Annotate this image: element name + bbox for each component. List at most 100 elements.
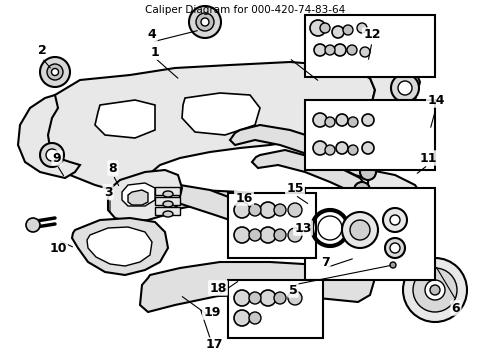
Circle shape [260,202,276,218]
Circle shape [391,74,419,102]
Circle shape [234,202,250,218]
Text: 4: 4 [147,28,156,41]
Circle shape [40,57,70,87]
Circle shape [378,206,402,230]
Text: 13: 13 [294,221,312,234]
Circle shape [398,81,412,95]
Circle shape [47,64,63,80]
Circle shape [234,290,250,306]
Circle shape [390,215,400,225]
Circle shape [325,45,335,55]
Ellipse shape [163,201,173,207]
Circle shape [274,204,286,216]
Circle shape [310,20,326,36]
Circle shape [342,212,378,248]
Polygon shape [95,100,155,138]
Circle shape [196,13,214,31]
Circle shape [430,285,440,295]
Circle shape [249,229,261,241]
Circle shape [332,26,344,38]
Bar [155,187,180,195]
Circle shape [390,262,396,268]
Circle shape [347,45,357,55]
Circle shape [249,312,261,324]
Polygon shape [140,262,375,312]
Circle shape [40,143,64,167]
Circle shape [288,203,302,217]
Circle shape [336,114,348,126]
Polygon shape [355,170,425,260]
Text: 7: 7 [320,256,329,269]
Circle shape [357,23,367,33]
Text: 19: 19 [203,306,220,319]
Circle shape [368,196,412,240]
Circle shape [46,149,58,161]
Text: Caliper Diagram for 000-420-74-83-64: Caliper Diagram for 000-420-74-83-64 [145,5,345,15]
Polygon shape [45,62,375,195]
Circle shape [189,6,221,38]
Bar [305,188,435,280]
Text: 17: 17 [205,338,223,351]
Text: 15: 15 [286,181,304,194]
Circle shape [350,220,370,240]
Polygon shape [18,95,80,178]
Ellipse shape [163,211,173,217]
Circle shape [413,268,457,312]
Circle shape [260,227,276,243]
Polygon shape [128,190,148,205]
Circle shape [390,243,400,253]
Text: 5: 5 [289,284,297,297]
Polygon shape [182,93,260,135]
Circle shape [334,44,346,56]
Circle shape [201,18,209,26]
Circle shape [260,290,276,306]
Circle shape [354,182,370,198]
Circle shape [383,208,407,232]
Bar [228,193,316,258]
Circle shape [325,117,335,127]
Polygon shape [355,65,420,125]
Circle shape [274,292,286,304]
Polygon shape [138,185,395,280]
Circle shape [336,142,348,154]
Bar [155,207,180,215]
Bar [305,15,435,77]
Circle shape [325,145,335,155]
Circle shape [313,141,327,155]
Circle shape [249,204,261,216]
Text: 14: 14 [427,94,445,107]
Text: 16: 16 [235,192,253,204]
Circle shape [274,229,286,241]
Circle shape [403,258,467,322]
Text: 8: 8 [109,162,117,175]
Circle shape [234,310,250,326]
Circle shape [51,68,58,76]
Circle shape [288,291,302,305]
Text: 11: 11 [419,152,437,165]
Polygon shape [72,218,168,275]
Circle shape [360,47,370,57]
Circle shape [318,216,342,240]
Polygon shape [87,227,152,266]
Circle shape [379,251,407,279]
Bar [305,100,435,170]
Circle shape [362,142,374,154]
Circle shape [362,114,374,126]
Bar [228,280,323,338]
Polygon shape [108,170,182,222]
Circle shape [314,44,326,56]
Circle shape [363,215,381,233]
Text: 12: 12 [363,28,381,41]
Text: 18: 18 [209,282,227,294]
Polygon shape [122,183,155,206]
Text: 6: 6 [452,302,460,315]
Circle shape [26,218,40,232]
Circle shape [368,220,376,228]
Circle shape [313,113,327,127]
Circle shape [385,257,401,273]
Circle shape [343,25,353,35]
Circle shape [320,23,330,33]
Circle shape [385,238,405,258]
Polygon shape [168,190,375,225]
Text: 10: 10 [49,242,67,255]
